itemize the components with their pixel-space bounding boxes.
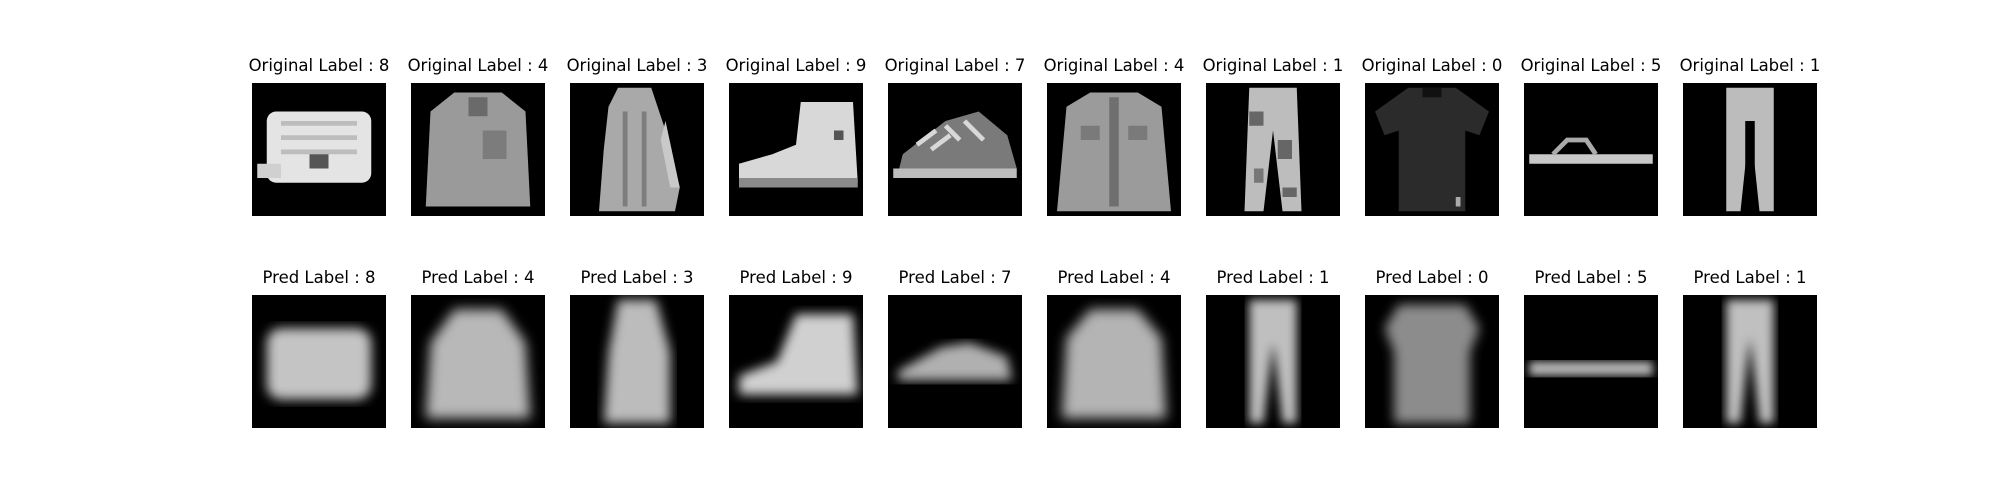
original-label: Original Label : 4: [1043, 56, 1185, 75]
pred-image-sneaker: [888, 295, 1022, 428]
original-image-ankle-boot: [729, 83, 863, 216]
original-label: Original Label : 1: [1679, 56, 1821, 75]
pred-label: Pred Label : 5: [1534, 268, 1648, 287]
pred-label: Pred Label : 7: [898, 268, 1012, 287]
original-label: Original Label : 1: [1202, 56, 1344, 75]
pred-label: Pred Label : 3: [580, 268, 694, 287]
original-label: Original Label : 8: [248, 56, 390, 75]
original-images-row: Original Label : 8 Original Label : 4 Or…: [0, 56, 2000, 216]
original-label: Original Label : 3: [566, 56, 708, 75]
pred-label: Pred Label : 1: [1693, 268, 1807, 287]
original-image-trouser: [1206, 83, 1340, 216]
pred-label: Pred Label : 4: [421, 268, 535, 287]
original-label: Original Label : 4: [407, 56, 549, 75]
pred-image-coat: [411, 295, 545, 428]
pred-label: Pred Label : 1: [1216, 268, 1330, 287]
original-image-bag: [252, 83, 386, 216]
pred-image-bag: [252, 295, 386, 428]
original-label: Original Label : 9: [725, 56, 867, 75]
pred-image-coat: [1047, 295, 1181, 428]
pred-label: Pred Label : 4: [1057, 268, 1171, 287]
original-image-t-shirt: [1365, 83, 1499, 216]
original-label: Original Label : 5: [1520, 56, 1662, 75]
original-image-coat: [1047, 83, 1181, 216]
original-image-sneaker: [888, 83, 1022, 216]
original-label: Original Label : 7: [884, 56, 1026, 75]
pred-label: Pred Label : 9: [739, 268, 853, 287]
pred-label: Pred Label : 8: [262, 268, 376, 287]
pred-image-t-shirt: [1365, 295, 1499, 428]
original-image-coat: [411, 83, 545, 216]
original-image-trouser: [1683, 83, 1817, 216]
pred-image-trouser: [1206, 295, 1340, 428]
pred-image-trouser: [1683, 295, 1817, 428]
pred-label: Pred Label : 0: [1375, 268, 1489, 287]
original-image-dress: [570, 83, 704, 216]
predicted-images-row: Pred Label : 8 Pred Label : 4 Pred Label…: [0, 268, 2000, 428]
pred-image-dress: [570, 295, 704, 428]
original-image-sandal: [1524, 83, 1658, 216]
pred-image-ankle-boot: [729, 295, 863, 428]
pred-image-sandal: [1524, 295, 1658, 428]
original-label: Original Label : 0: [1361, 56, 1503, 75]
